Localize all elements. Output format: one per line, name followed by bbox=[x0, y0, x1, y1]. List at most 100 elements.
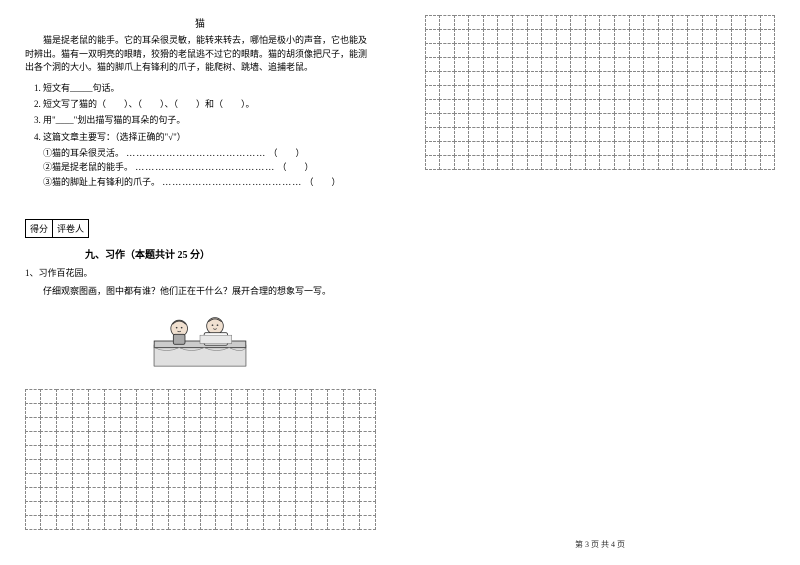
grid-cell bbox=[585, 43, 601, 58]
grid-cell bbox=[454, 127, 470, 142]
grid-cell bbox=[72, 445, 89, 460]
grid-cell bbox=[136, 501, 153, 516]
grid-cell bbox=[439, 29, 455, 44]
grid-cell bbox=[425, 85, 441, 100]
grid-cell bbox=[745, 113, 761, 128]
grid-cell bbox=[614, 155, 630, 170]
grid-cell bbox=[120, 459, 137, 474]
grid-cell bbox=[425, 29, 441, 44]
left-page: 猫 猫是捉老鼠的能手。它的耳朵很灵敏，能转来转去，哪怕是极小的声音，它也能及时辨… bbox=[0, 0, 400, 565]
grid-cell bbox=[25, 487, 42, 502]
grid-cell bbox=[215, 431, 232, 446]
grid-cell bbox=[468, 85, 484, 100]
grid-cell bbox=[614, 141, 630, 156]
grid-cell bbox=[168, 501, 185, 516]
grid-cell bbox=[454, 99, 470, 114]
grid-cell bbox=[311, 403, 328, 418]
grid-cell bbox=[702, 141, 718, 156]
grid-cell bbox=[585, 113, 601, 128]
grid-cell bbox=[56, 417, 73, 432]
grid-cell bbox=[200, 431, 217, 446]
question-list: 1. 短文有_____句话。 2. 短文写了猫的（ ）、（ ）、（ ）和（ ）。… bbox=[25, 81, 375, 190]
grid-cell bbox=[760, 43, 776, 58]
grid-cell bbox=[311, 389, 328, 404]
grid-cell bbox=[88, 459, 105, 474]
grid-cell bbox=[512, 15, 528, 30]
grid-cell bbox=[629, 85, 645, 100]
grid-cell bbox=[439, 141, 455, 156]
grid-cell bbox=[88, 403, 105, 418]
grid-cell bbox=[556, 57, 572, 72]
grid-cell bbox=[585, 99, 601, 114]
grid-cell bbox=[200, 473, 217, 488]
grid-cell bbox=[439, 85, 455, 100]
grid-cell bbox=[200, 445, 217, 460]
grid-cell bbox=[231, 459, 248, 474]
grid-cell bbox=[295, 487, 312, 502]
grid-cell bbox=[599, 127, 615, 142]
grid-cell bbox=[745, 43, 761, 58]
grid-cell bbox=[72, 389, 89, 404]
grid-cell bbox=[25, 445, 42, 460]
grid-cell bbox=[40, 417, 57, 432]
grid-cell bbox=[527, 29, 543, 44]
grid-cell bbox=[658, 57, 674, 72]
grid-cell bbox=[454, 57, 470, 72]
grid-cell bbox=[231, 431, 248, 446]
grid-cell bbox=[556, 99, 572, 114]
grid-cell bbox=[359, 417, 376, 432]
grid-cell bbox=[184, 403, 201, 418]
grid-cell bbox=[120, 431, 137, 446]
grid-cell bbox=[327, 403, 344, 418]
grid-cell bbox=[25, 403, 42, 418]
grid-cell bbox=[215, 487, 232, 502]
grid-cell bbox=[247, 431, 264, 446]
grid-cell bbox=[279, 501, 296, 516]
grid-cell bbox=[295, 459, 312, 474]
grid-cell bbox=[104, 487, 121, 502]
question-4c: ③猫的脚趾上有锋利的爪子。 …………………………………… （ ） bbox=[25, 175, 375, 189]
grid-cell bbox=[343, 431, 360, 446]
grid-cell bbox=[120, 473, 137, 488]
q4a-paren: （ ） bbox=[269, 148, 305, 158]
grid-cell bbox=[497, 15, 513, 30]
grid-cell bbox=[72, 501, 89, 516]
grid-cell bbox=[40, 459, 57, 474]
grid-cell bbox=[599, 29, 615, 44]
grid-cell bbox=[468, 113, 484, 128]
grid-cell bbox=[168, 459, 185, 474]
grid-cell bbox=[687, 99, 703, 114]
grid-cell bbox=[629, 99, 645, 114]
grid-cell bbox=[120, 515, 137, 530]
question-1: 1. 短文有_____句话。 bbox=[25, 81, 375, 95]
grid-cell bbox=[702, 15, 718, 30]
grid-cell bbox=[512, 99, 528, 114]
question-2: 2. 短文写了猫的（ ）、（ ）、（ ）和（ ）。 bbox=[25, 97, 375, 111]
grid-cell bbox=[168, 445, 185, 460]
grid-cell bbox=[247, 445, 264, 460]
grid-cell bbox=[343, 515, 360, 530]
grid-cell bbox=[263, 501, 280, 516]
q4a-dots: …………………………………… bbox=[126, 148, 266, 158]
grid-cell bbox=[512, 141, 528, 156]
grid-cell bbox=[152, 389, 169, 404]
grid-cell bbox=[439, 57, 455, 72]
grid-cell bbox=[585, 29, 601, 44]
grid-cell bbox=[599, 85, 615, 100]
grid-cell bbox=[311, 487, 328, 502]
grid-cell bbox=[512, 43, 528, 58]
grid-cell bbox=[468, 57, 484, 72]
grid-cell bbox=[585, 141, 601, 156]
grid-cell bbox=[120, 417, 137, 432]
grid-cell bbox=[56, 487, 73, 502]
grid-cell bbox=[468, 71, 484, 86]
grid-cell bbox=[215, 459, 232, 474]
grid-cell bbox=[512, 113, 528, 128]
grid-cell bbox=[658, 141, 674, 156]
grid-cell bbox=[702, 99, 718, 114]
grid-cell bbox=[327, 501, 344, 516]
grid-cell bbox=[439, 155, 455, 170]
grid-cell bbox=[745, 99, 761, 114]
grid-cell bbox=[629, 71, 645, 86]
grid-cell bbox=[104, 403, 121, 418]
